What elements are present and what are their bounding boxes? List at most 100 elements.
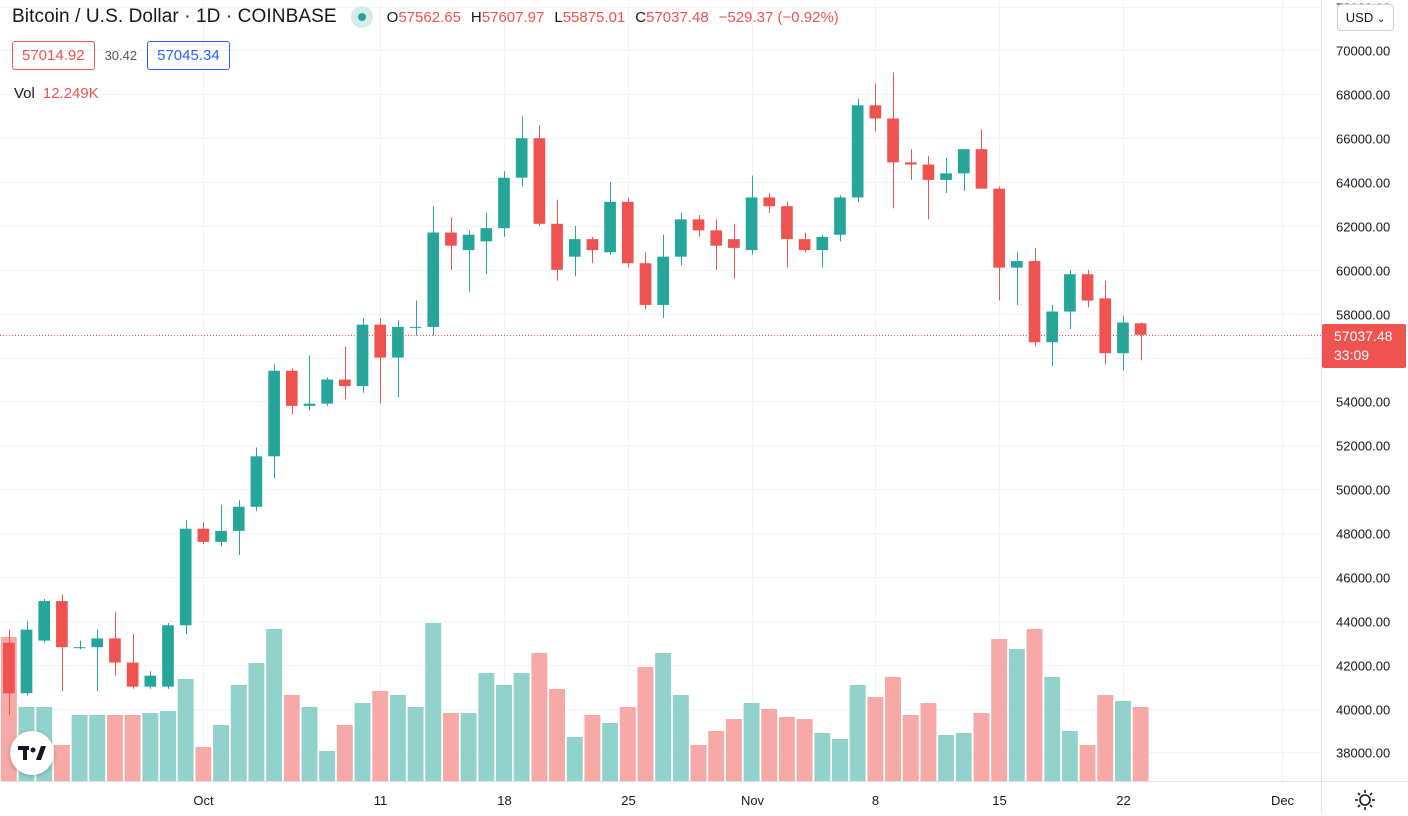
candle-up[interactable] <box>321 377 333 406</box>
candle-up[interactable] <box>957 149 970 191</box>
candle-series[interactable] <box>3 72 1147 716</box>
candle-body <box>710 230 723 246</box>
candle-down[interactable] <box>904 149 917 180</box>
candle-down[interactable] <box>887 72 899 209</box>
candle-body <box>1099 298 1112 354</box>
candle-up[interactable] <box>250 447 263 512</box>
candle-up[interactable] <box>409 300 422 336</box>
candle-up[interactable] <box>162 623 174 689</box>
candle-down[interactable] <box>109 612 121 676</box>
candle-body <box>781 206 793 240</box>
y-tick-label: 42000.00 <box>1336 659 1390 674</box>
candle-body <box>339 379 351 387</box>
candle-up[interactable] <box>73 640 86 650</box>
candle-up[interactable] <box>675 212 687 266</box>
candle-down[interactable] <box>126 634 139 689</box>
candle-up[interactable] <box>215 504 227 547</box>
candle-down[interactable] <box>586 236 599 264</box>
candle-down[interactable] <box>285 368 298 415</box>
candle-up[interactable] <box>1117 315 1129 371</box>
candle-up[interactable] <box>816 234 829 268</box>
x-tick-label: Oct <box>193 793 214 808</box>
candle-down[interactable] <box>692 214 705 237</box>
candle-down[interactable] <box>445 217 457 270</box>
candle-down[interactable] <box>339 346 351 400</box>
candle-body <box>922 164 935 180</box>
candle-up[interactable] <box>392 320 404 398</box>
candle-up[interactable] <box>940 157 952 194</box>
candle-body <box>940 173 952 180</box>
candle-down[interactable] <box>798 232 811 253</box>
currency-dropdown[interactable]: USD ⌄ <box>1337 4 1394 31</box>
time-axis[interactable]: Oct 11 18 25 Nov 8 15 22 Dec <box>193 793 1294 808</box>
volume-bar <box>248 663 265 781</box>
candle-body <box>515 138 528 178</box>
buy-price-button[interactable]: 57045.34 <box>147 41 230 70</box>
candle-down[interactable] <box>533 125 546 226</box>
candle-down[interactable] <box>869 83 882 132</box>
candle-up[interactable] <box>1046 304 1059 367</box>
candle-down[interactable] <box>1081 269 1094 308</box>
candle-down[interactable] <box>993 186 1005 301</box>
gear-icon[interactable] <box>1353 789 1377 811</box>
candle-down[interactable] <box>1134 322 1147 361</box>
candle-down[interactable] <box>975 129 988 189</box>
candle-down[interactable] <box>639 252 652 310</box>
candle-down[interactable] <box>728 223 740 279</box>
tradingview-logo-icon[interactable] <box>10 731 54 775</box>
sell-price-button[interactable]: 57014.92 <box>12 41 95 70</box>
candle-down[interactable] <box>374 318 387 404</box>
candle-body <box>728 239 740 248</box>
candle-body <box>445 232 457 246</box>
candle-down[interactable] <box>551 199 563 281</box>
candle-up[interactable] <box>20 620 33 696</box>
symbol-title[interactable]: Bitcoin / U.S. Dollar · 1D · COINBASE <box>12 6 337 27</box>
candle-down[interactable] <box>197 522 210 545</box>
candle-up[interactable] <box>657 234 669 319</box>
candle-down[interactable] <box>621 197 634 268</box>
candle-up[interactable] <box>498 171 510 237</box>
candle-up[interactable] <box>91 629 104 692</box>
candle-up[interactable] <box>38 598 51 643</box>
candle-down[interactable] <box>1099 280 1112 365</box>
candle-up[interactable] <box>851 98 864 202</box>
candle-up[interactable] <box>232 500 245 556</box>
candle-up[interactable] <box>480 212 493 275</box>
candle-up[interactable] <box>427 206 440 336</box>
candle-up[interactable] <box>268 364 280 479</box>
candle-down[interactable] <box>56 594 68 692</box>
chevron-down-icon: ⌄ <box>1376 14 1386 25</box>
volume-bar <box>106 715 123 781</box>
candle-body <box>285 370 298 406</box>
candle-up[interactable] <box>745 175 758 255</box>
candle-down[interactable] <box>1028 247 1041 347</box>
candle-up[interactable] <box>604 182 616 255</box>
candle-up[interactable] <box>356 318 369 393</box>
volume-legend[interactable]: Vol 12.249K <box>14 85 99 102</box>
candle-down[interactable] <box>3 629 15 716</box>
candle-up[interactable] <box>568 225 581 277</box>
candle-down[interactable] <box>710 219 723 270</box>
x-tick-label: 15 <box>992 793 1006 808</box>
price-axis[interactable]: 38000.00 40000.00 42000.00 44000.00 46000.00… <box>1336 1 1390 761</box>
volume-bar <box>637 667 654 781</box>
candle-up[interactable] <box>144 671 157 689</box>
candle-body <box>816 236 829 251</box>
candle-down[interactable] <box>922 155 935 220</box>
candle-body <box>232 506 245 531</box>
candle-up[interactable] <box>1010 252 1023 305</box>
candle-body <box>551 223 563 270</box>
volume-bar <box>177 679 194 781</box>
candle-up[interactable] <box>515 116 528 187</box>
quote-panel: 57014.92 30.42 57045.34 <box>12 41 230 70</box>
candle-up[interactable] <box>179 519 192 635</box>
candle-up[interactable] <box>303 355 316 411</box>
candle-up[interactable] <box>462 230 475 292</box>
candle-up[interactable] <box>1064 269 1076 330</box>
candle-down[interactable] <box>781 201 793 268</box>
volume-bar <box>778 717 795 781</box>
candle-body <box>144 675 157 687</box>
candle-down[interactable] <box>763 193 776 213</box>
candle-up[interactable] <box>834 195 846 242</box>
